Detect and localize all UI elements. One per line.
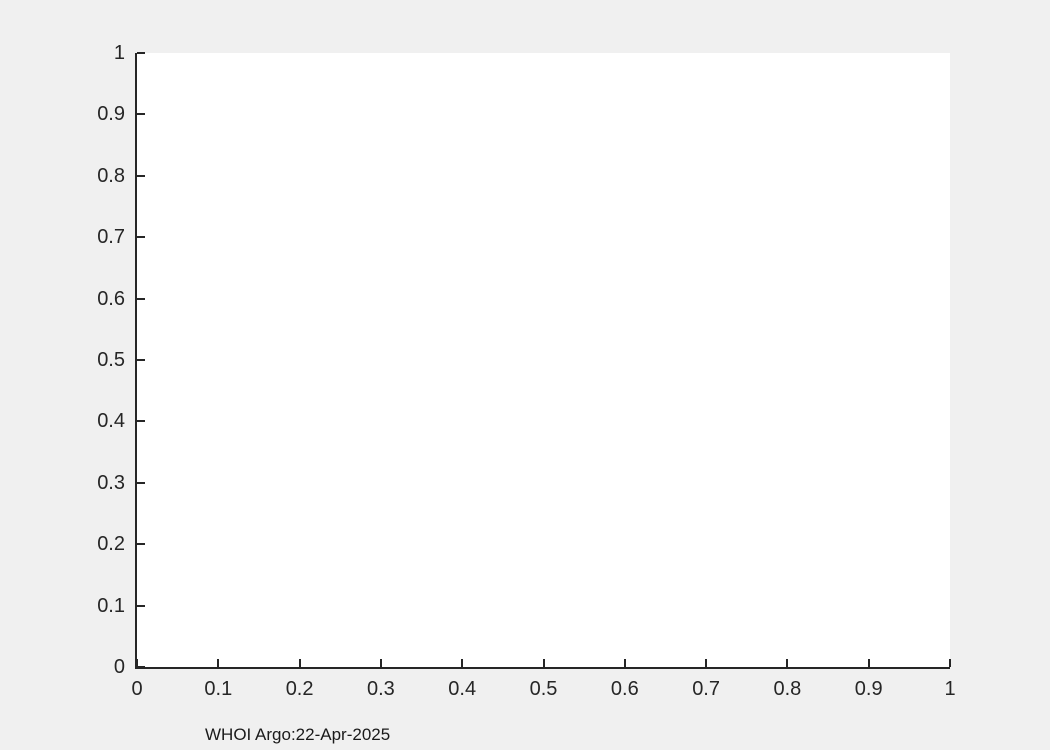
x-tick-label: 1 <box>944 678 956 700</box>
chart-axes: 0 0.1 0.2 0.3 0.4 0.5 0.6 0.7 0.8 0.9 1 0 0.1 0.2 0.3… <box>97 43 955 699</box>
x-tick-mark <box>379 659 382 667</box>
y-tick-mark <box>137 666 145 668</box>
x-tick-label: 0.9 <box>854 678 883 700</box>
x-tick-mark <box>623 659 626 667</box>
footer-annotation: WHOI Argo:22-Apr-2025 <box>205 725 391 744</box>
x-tick-mark <box>461 659 464 667</box>
y-tick-mark <box>137 481 145 484</box>
y-tick-label: 0.2 <box>97 533 125 556</box>
y-tick-label: 0.4 <box>97 410 125 433</box>
x-tick-label: 0.8 <box>773 678 802 700</box>
plot-area <box>137 53 950 667</box>
x-axis-tick-labels: 0 0.1 0.2 0.3 0.4 0.5 0.6 0.7 0.8 0.9 1 <box>131 669 955 709</box>
y-tick-label: 0.7 <box>97 226 125 249</box>
x-tick-label: 0.6 <box>610 678 639 700</box>
y-tick-mark <box>137 113 145 116</box>
x-tick-label: 0.3 <box>366 678 395 700</box>
y-tick-mark <box>137 52 145 54</box>
y-tick-label: 0.9 <box>97 103 125 126</box>
x-tick-label: 0.7 <box>692 678 720 700</box>
y-tick-label: 0 <box>113 656 125 678</box>
x-tick-label: 0.2 <box>285 678 314 700</box>
x-tick-label: 0 <box>131 678 143 700</box>
x-tick-label: 0.1 <box>204 678 233 700</box>
y-tick-mark <box>137 420 145 423</box>
x-tick-mark <box>867 659 870 667</box>
y-tick-label: 0.8 <box>97 164 125 187</box>
x-tick-mark <box>949 659 951 667</box>
y-tick-label: 0.6 <box>97 287 125 310</box>
y-tick-mark <box>137 174 145 177</box>
y-tick-mark <box>137 359 145 361</box>
y-axis-tick-labels: 0 0.1 0.2 0.3 0.4 0.5 0.6 0.7 0.8 0.9 1 <box>0 43 137 677</box>
x-tick-mark <box>542 659 545 667</box>
y-tick-mark <box>137 297 145 300</box>
y-tick-label: 0.1 <box>97 594 125 617</box>
x-tick-mark <box>786 659 789 667</box>
y-tick-label: 1 <box>113 42 125 64</box>
x-tick-mark <box>298 659 301 667</box>
x-tick-label: 0.4 <box>448 678 477 700</box>
y-axis-line <box>135 53 137 669</box>
x-tick-mark <box>217 659 220 667</box>
x-axis-line <box>135 667 950 669</box>
y-tick-label: 0.3 <box>97 471 125 494</box>
y-tick-mark <box>137 236 145 239</box>
x-tick-mark <box>705 659 708 667</box>
y-tick-label: 0.5 <box>97 349 125 371</box>
x-tick-mark <box>136 659 138 667</box>
y-tick-mark <box>137 543 145 546</box>
y-tick-mark <box>137 604 145 607</box>
x-tick-label: 0.5 <box>529 678 558 700</box>
